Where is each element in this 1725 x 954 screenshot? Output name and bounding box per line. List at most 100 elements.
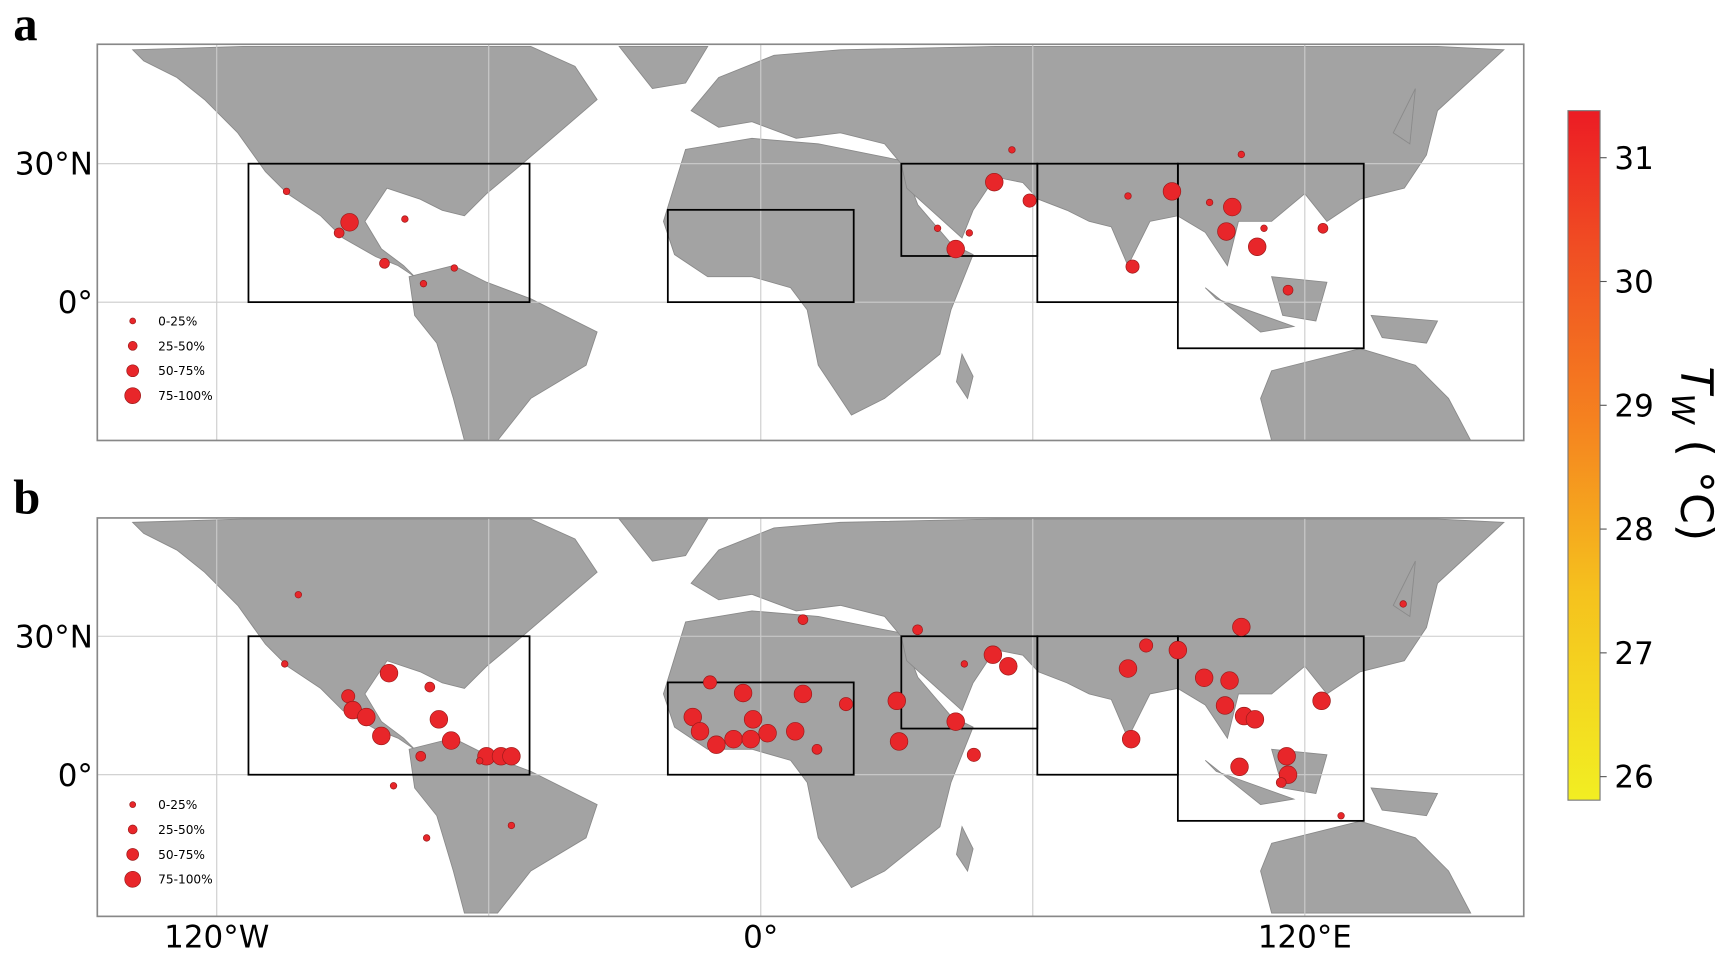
event-dot	[707, 735, 726, 754]
event-dot	[1223, 197, 1242, 217]
event-dot	[758, 723, 777, 743]
event-dot	[786, 722, 805, 741]
map-frame	[96, 517, 1525, 918]
event-dot	[1022, 193, 1037, 208]
event-dot	[703, 675, 717, 690]
event-dot	[294, 591, 302, 599]
colorbar-tick-label: 30	[1614, 265, 1653, 301]
event-dot	[379, 258, 390, 269]
event-dot	[419, 280, 428, 288]
event-dot	[415, 750, 427, 762]
event-dot	[1217, 222, 1236, 241]
legend-dot	[129, 317, 137, 325]
event-dot	[999, 657, 1018, 676]
event-dot	[282, 187, 291, 196]
legend-label: 75-100%	[158, 389, 213, 403]
legend-dot	[126, 848, 139, 861]
event-dot	[839, 697, 853, 712]
event-dot	[741, 729, 760, 749]
event-dot	[889, 732, 909, 751]
legend-label: 50-75%	[158, 364, 205, 378]
legend-label: 25-50%	[158, 339, 205, 353]
event-dot	[724, 729, 743, 749]
event-dot	[933, 224, 942, 232]
region-box	[247, 162, 531, 304]
event-dot	[357, 707, 376, 727]
legend-label: 25-50%	[158, 823, 205, 837]
event-dot	[1230, 757, 1249, 777]
lon-label: 120°W	[164, 919, 269, 954]
legend-label: 75-100%	[158, 873, 213, 887]
event-dot	[422, 834, 431, 842]
region-box	[666, 681, 855, 776]
colorbar	[1567, 110, 1601, 801]
legend-dot	[124, 387, 141, 404]
legend-dot	[126, 364, 139, 378]
colorbar-symbol: T	[1670, 366, 1721, 396]
region-box	[1176, 635, 1365, 822]
lon-label: 120°E	[1258, 919, 1352, 954]
event-dot	[1162, 182, 1182, 201]
event-dot	[507, 821, 516, 830]
event-dot	[793, 684, 813, 704]
panel-label: b	[13, 471, 40, 525]
region-box	[666, 208, 855, 304]
colorbar-tick-label: 26	[1614, 760, 1653, 796]
event-dot	[1118, 659, 1138, 678]
event-dot	[340, 213, 359, 232]
event-dot	[1139, 638, 1154, 653]
lat-label: 0°	[58, 758, 93, 794]
event-dot	[341, 689, 356, 704]
lat-label: 30°N	[15, 147, 93, 183]
event-dot	[429, 710, 449, 729]
colorbar-subscript: W	[1664, 393, 1700, 425]
event-dot	[1168, 640, 1188, 660]
colorbar-unit: ( °C)	[1670, 440, 1721, 542]
event-dot	[281, 660, 289, 668]
event-dot	[1260, 224, 1268, 232]
event-dot	[1245, 710, 1265, 729]
event-dot	[985, 172, 1004, 192]
event-dot	[1282, 284, 1294, 296]
event-dot	[502, 747, 521, 766]
event-dot	[372, 726, 391, 746]
colorbar-label: TW ( °C)	[1664, 366, 1721, 541]
event-dot	[983, 645, 1003, 664]
lon-label: 0°	[743, 919, 778, 954]
legend-label: 0-25%	[158, 798, 197, 812]
event-dot	[946, 239, 965, 259]
legend-dot	[127, 341, 138, 351]
event-dot	[1337, 812, 1345, 820]
map-frame	[96, 43, 1525, 442]
lat-label: 30°N	[15, 619, 93, 655]
colorbar-tick-label: 31	[1614, 141, 1653, 177]
event-dot	[1275, 777, 1287, 788]
event-dot	[1008, 146, 1016, 154]
event-dot	[743, 710, 763, 729]
colorbar-tick-label: 27	[1614, 636, 1653, 672]
event-dot	[379, 663, 399, 683]
legend-dot	[127, 824, 138, 835]
event-dot	[441, 731, 461, 750]
event-dot	[476, 757, 484, 765]
event-dot	[1125, 259, 1140, 274]
event-dot	[1121, 729, 1141, 749]
event-dot	[1124, 192, 1132, 200]
legend-label: 50-75%	[158, 848, 205, 862]
region-box	[247, 635, 531, 776]
region-box	[1176, 162, 1365, 350]
event-dot	[1248, 237, 1267, 256]
event-dot	[965, 229, 973, 237]
event-dot	[1194, 668, 1214, 687]
event-dot	[1317, 222, 1329, 234]
event-dot	[733, 683, 753, 703]
event-dot	[887, 691, 906, 711]
lat-label: 0°	[58, 285, 93, 321]
legend-dot	[124, 870, 141, 888]
event-dot	[333, 227, 345, 239]
event-dot	[912, 624, 923, 636]
legend-dot	[129, 801, 137, 808]
legend-label: 0-25%	[158, 314, 197, 328]
panel-label: a	[13, 0, 37, 51]
